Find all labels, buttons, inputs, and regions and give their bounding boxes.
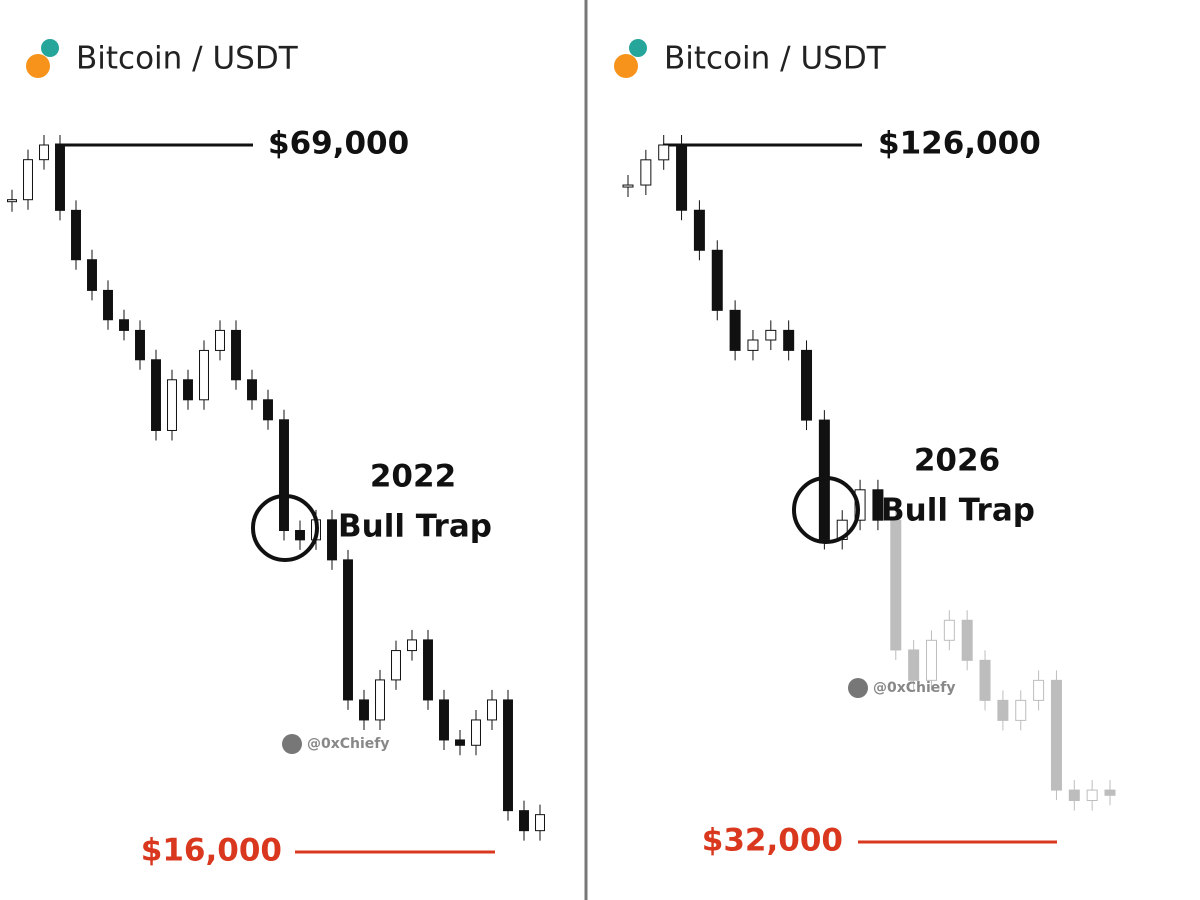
candle xyxy=(167,379,177,431)
candle xyxy=(103,289,113,321)
candle xyxy=(231,329,241,381)
candle xyxy=(359,699,369,721)
candle xyxy=(327,519,337,561)
candle xyxy=(1050,679,1062,791)
badge-icon xyxy=(41,39,59,57)
candle xyxy=(87,259,97,291)
candle xyxy=(729,309,741,351)
candle xyxy=(375,679,385,721)
candle xyxy=(215,329,225,351)
trap-circle xyxy=(251,494,319,562)
candle xyxy=(247,379,257,401)
trap-circle xyxy=(792,476,860,544)
candle xyxy=(943,619,955,641)
watermark: @0xChiefy xyxy=(307,736,390,752)
candle xyxy=(801,349,813,421)
candle xyxy=(55,144,65,211)
low-label: $16,000 xyxy=(141,833,282,869)
candle xyxy=(872,489,884,521)
candle xyxy=(135,329,145,361)
candle xyxy=(199,349,209,401)
candle xyxy=(925,639,937,681)
watermark-icon xyxy=(848,678,868,698)
candle xyxy=(295,530,305,541)
watermark-icon xyxy=(282,734,302,754)
candle xyxy=(676,144,688,211)
candle xyxy=(1086,789,1098,801)
watermark: @0xChiefy xyxy=(873,680,956,696)
candle xyxy=(979,659,991,701)
candle xyxy=(7,199,17,203)
chart-title: Bitcoin / USDT xyxy=(76,41,299,77)
candle xyxy=(391,650,401,681)
candle xyxy=(503,699,513,812)
candle xyxy=(997,699,1009,721)
candle xyxy=(423,639,433,701)
trap-label: Bull Trap xyxy=(881,493,1035,529)
chart-title: Bitcoin / USDT xyxy=(664,41,887,77)
coin-icon xyxy=(614,54,638,78)
candle xyxy=(471,719,481,746)
candle xyxy=(183,379,193,401)
candle xyxy=(783,329,795,351)
candle xyxy=(487,699,497,721)
candle xyxy=(519,810,529,832)
candle xyxy=(908,649,920,681)
badge-icon xyxy=(629,39,647,57)
candle xyxy=(1104,789,1116,796)
candle xyxy=(1015,699,1027,721)
candle xyxy=(711,249,723,311)
candle xyxy=(747,339,759,351)
coin-icon xyxy=(26,54,50,78)
trap-label: Bull Trap xyxy=(338,509,492,545)
candle xyxy=(535,814,545,832)
candle xyxy=(119,319,129,331)
year-label: 2026 xyxy=(914,443,1000,479)
candle xyxy=(1068,789,1080,801)
low-label: $32,000 xyxy=(702,823,843,859)
candle xyxy=(279,419,289,532)
candle xyxy=(23,159,33,201)
candle xyxy=(622,184,634,188)
candle xyxy=(407,639,417,652)
year-label: 2022 xyxy=(370,459,456,495)
candle xyxy=(39,144,49,161)
candle xyxy=(854,489,866,521)
candle xyxy=(890,519,902,651)
high-label: $69,000 xyxy=(268,126,409,162)
high-label: $126,000 xyxy=(878,126,1041,162)
candle xyxy=(658,144,670,161)
candle xyxy=(71,209,81,261)
candle xyxy=(151,359,161,431)
candle xyxy=(343,559,353,701)
candle xyxy=(1033,679,1045,701)
candle xyxy=(693,209,705,251)
candle xyxy=(765,329,777,341)
candle xyxy=(455,739,465,746)
candle xyxy=(640,159,652,186)
candle xyxy=(961,619,973,661)
candle xyxy=(439,699,449,741)
candle xyxy=(263,399,273,421)
